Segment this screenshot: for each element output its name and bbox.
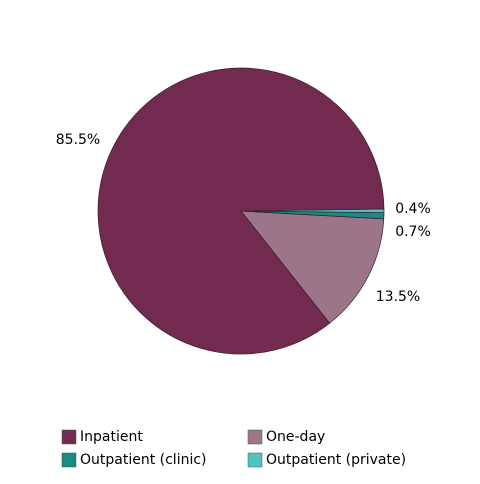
legend-swatch (61, 452, 77, 468)
legend-label: Inpatient (80, 429, 143, 445)
data-label: 85.5% (56, 132, 100, 148)
legend-label: Outpatient (private) (266, 452, 406, 468)
legend-swatch (61, 429, 77, 445)
data-label: 13.5% (376, 289, 420, 305)
data-label: 0.7% (395, 224, 431, 240)
legend-swatch (247, 452, 263, 468)
legend-label: One-day (266, 429, 325, 445)
legend-swatch (247, 429, 263, 445)
legend-label: Outpatient (clinic) (80, 452, 207, 468)
pie-slice (240, 210, 385, 324)
pie-slice (97, 67, 385, 355)
data-label: 0.4% (395, 201, 431, 217)
